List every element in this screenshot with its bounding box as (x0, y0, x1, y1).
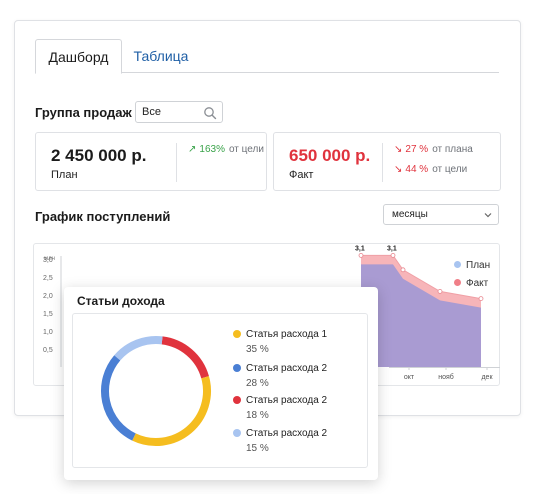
pie-legend-percent: 28 % (246, 378, 269, 389)
donut-slice (132, 376, 211, 446)
income-items-popup: Статьи дохода Статья расхода 1 35 % Стат… (64, 287, 378, 480)
arrow-down-icon: ↘ (394, 144, 403, 155)
tab-bar: Дашборд Таблица (35, 39, 499, 74)
delta-percent: 163% (199, 144, 225, 155)
donut-slice (161, 336, 209, 379)
popup-title: Статьи дохода (77, 294, 165, 308)
divider (176, 143, 177, 182)
data-label: 3,1 (355, 245, 365, 252)
search-input[interactable] (142, 105, 198, 119)
legend-dot-plan (454, 261, 461, 268)
y-tick-label: 1,0 (43, 329, 53, 336)
legend-plan: План (454, 260, 490, 271)
arrow-down-icon: ↘ (394, 164, 403, 175)
y-tick-label: 2,5 (43, 275, 53, 282)
period-select[interactable]: месяцы (383, 204, 499, 225)
x-tick-label: нояб (438, 373, 454, 381)
plan-value: 2 450 000 р. (51, 146, 147, 165)
legend-dot (233, 396, 241, 404)
delta-note: от плана (432, 144, 473, 155)
data-label: 3,1 (387, 245, 397, 252)
pie-legend-percent: 18 % (246, 410, 269, 421)
legend-dot (233, 429, 241, 437)
pie-legend-percent: 35 % (246, 344, 269, 355)
pie-legend-label: Статья расхода 2 (246, 428, 328, 439)
data-point (390, 252, 396, 258)
y-tick-label: 3,0 (43, 257, 53, 264)
legend-dot (233, 330, 241, 338)
pie-legend-item: Статья расхода 1 35 % (233, 329, 327, 355)
delta-note: от цели (432, 164, 468, 175)
arrow-up-icon: ↗ (188, 144, 197, 155)
data-point (358, 252, 364, 258)
data-point (400, 267, 406, 273)
sales-group-label: Группа продаж (35, 105, 132, 120)
legend-dot (233, 364, 241, 372)
area-series-plan (361, 264, 481, 367)
pie-legend-label: Статья расхода 2 (246, 363, 328, 374)
fact-kpi-card: 650 000 р. Факт ↘ 27 % от плана ↘ 44 % от це… (273, 132, 501, 191)
plan-kpi-card: 2 450 000 р. План ↗ 163% от цели (35, 132, 267, 191)
pie-legend-label: Статья расхода 2 (246, 395, 328, 406)
plan-caption: План (51, 169, 78, 181)
x-tick-label: окт (404, 374, 415, 381)
search-icon[interactable] (203, 106, 217, 120)
chevron-down-icon (484, 213, 492, 218)
legend-dot-fact (454, 279, 461, 286)
fact-value: 650 000 р. (289, 146, 371, 165)
legend-fact: Факт (454, 278, 488, 289)
y-tick-label: 1,5 (43, 311, 53, 318)
pie-legend-label: Статья расхода 1 (246, 329, 328, 340)
data-point (437, 289, 443, 294)
legend-label-plan: План (466, 260, 491, 271)
tab-dashboard[interactable]: Дашборд (35, 39, 122, 74)
popup-inner: Статья расхода 1 35 % Статья расхода 2 2… (72, 313, 368, 468)
sales-group-search[interactable] (135, 101, 223, 123)
fact-delta-plan: ↘ 27 % от плана (394, 144, 473, 155)
pie-legend-item: Статья расхода 2 18 % (233, 395, 327, 421)
income-chart-title: График поступлений (35, 209, 171, 224)
fact-delta-goal: ↘ 44 % от цели (394, 164, 467, 175)
divider (382, 143, 383, 182)
pie-legend-item: Статья расхода 2 28 % (233, 363, 327, 389)
delta-note: от цели (228, 144, 264, 155)
period-select-value: месяцы (392, 209, 428, 220)
donut-chart (101, 336, 211, 446)
pie-legend-item: Статья расхода 2 15 % (233, 428, 327, 454)
x-tick-label: дек (481, 374, 493, 381)
y-axis-unit-label: млн (44, 256, 55, 262)
donut-slice (101, 355, 136, 441)
legend-label-fact: Факт (466, 278, 489, 289)
plan-delta-goal: ↗ 163% от цели (188, 144, 264, 155)
delta-percent: 27 % (405, 144, 429, 155)
pie-legend-percent: 15 % (246, 443, 269, 454)
y-tick-label: 2,0 (43, 293, 53, 300)
data-point (478, 296, 484, 301)
fact-caption: Факт (289, 169, 314, 181)
y-tick-label: 0,5 (43, 347, 53, 354)
delta-percent: 44 % (405, 164, 429, 175)
tab-table[interactable]: Таблица (133, 48, 189, 64)
donut-slice (114, 336, 163, 361)
